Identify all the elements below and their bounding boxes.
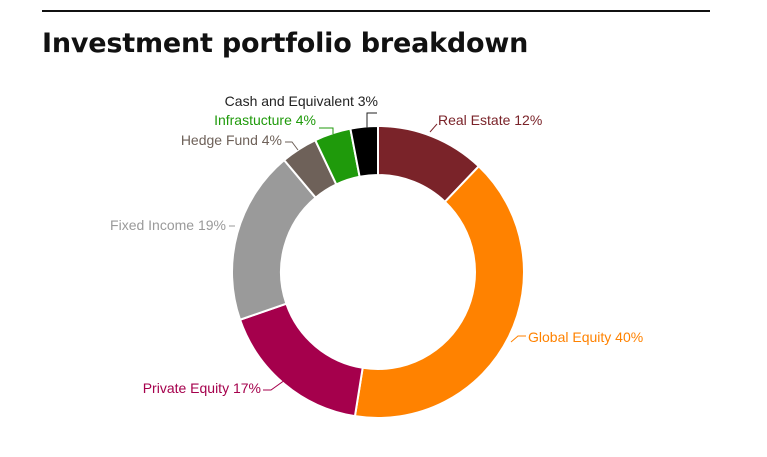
leader-line — [285, 141, 299, 151]
slice-label: Private Equity 17% — [143, 380, 261, 396]
top-rule — [42, 10, 710, 12]
slice-label: Infrastucture 4% — [214, 112, 316, 128]
leader-line — [319, 127, 334, 134]
slice-label: Global Equity 40% — [528, 329, 643, 345]
donut-slice — [349, 124, 379, 178]
slice-label: Fixed Income 19% — [110, 217, 226, 233]
donut-slice — [238, 302, 364, 418]
donut-slice — [353, 164, 525, 419]
leader-line — [510, 335, 526, 343]
slice-label: Real Estate 12% — [438, 112, 542, 128]
slice-label: Cash and Equivalent 3% — [225, 93, 378, 109]
chart-title: Investment portfolio breakdown — [42, 28, 529, 59]
slice-label: Hedge Fund 4% — [181, 132, 282, 148]
leader-line — [366, 112, 377, 128]
leader-line — [429, 123, 438, 133]
leader-line — [263, 379, 286, 391]
